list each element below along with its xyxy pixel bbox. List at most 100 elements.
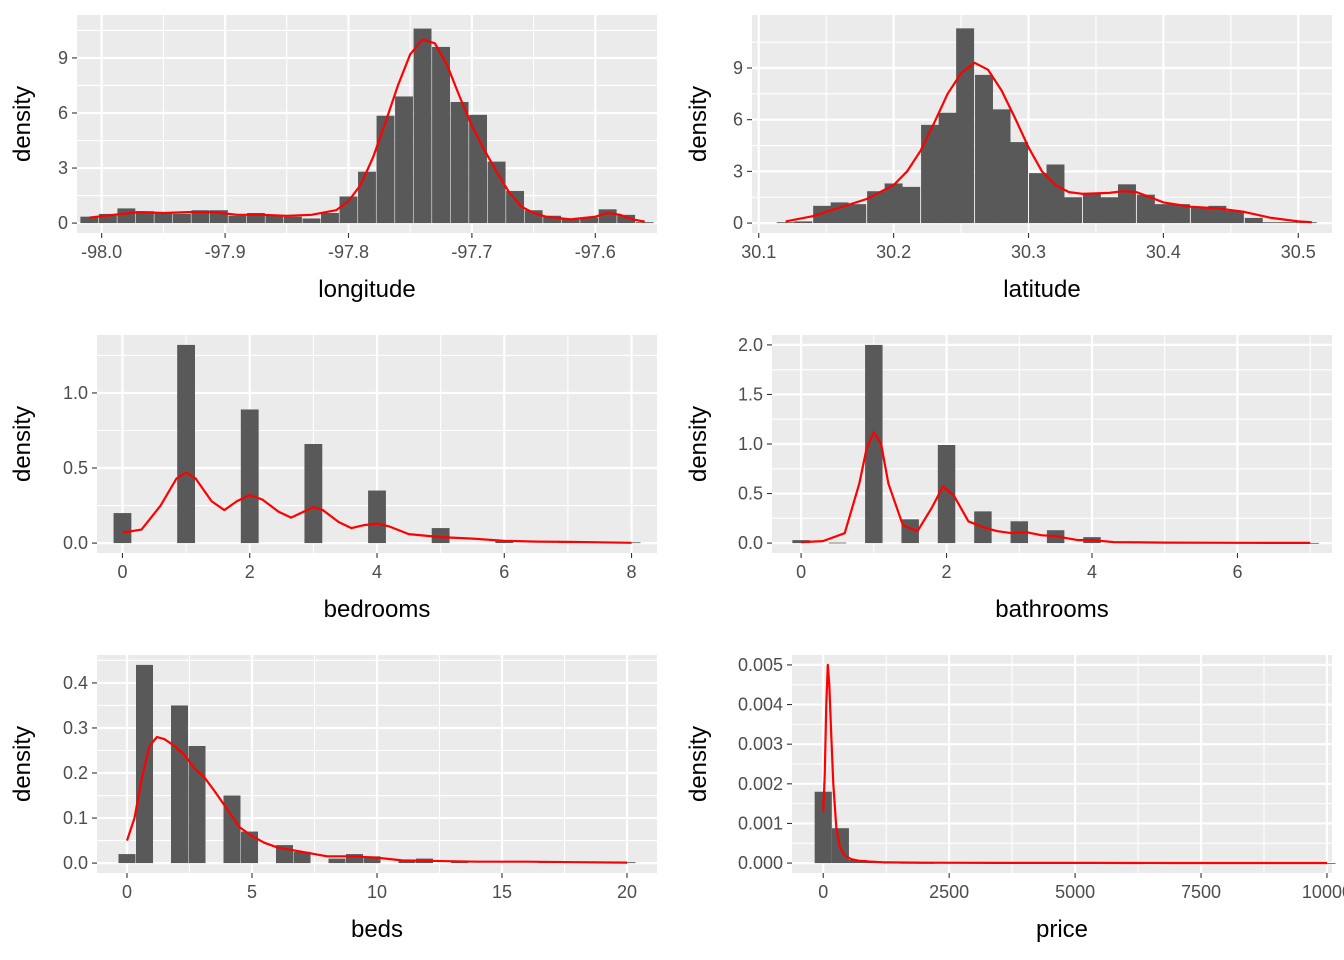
histogram-bar (395, 96, 413, 224)
x-tick-label: 5000 (1055, 882, 1095, 902)
x-axis-title: bathrooms (995, 596, 1108, 623)
histogram-bar (956, 28, 975, 224)
histogram-bar (450, 101, 469, 224)
histogram-bar (598, 209, 617, 224)
x-tick-label: -97.7 (451, 242, 492, 262)
histogram-bar (1154, 204, 1173, 224)
density-curve (785, 61, 1312, 224)
y-tick-label: 6 (733, 110, 743, 130)
histogram-bar (240, 409, 259, 544)
y-axis-title: density (685, 86, 712, 162)
histogram-bar (580, 217, 599, 224)
histogram-bar (376, 115, 395, 224)
y-tick-label: 3 (733, 161, 743, 181)
histogram-bar (975, 74, 993, 224)
histogram-bar (117, 208, 136, 224)
y-tick-label: 0.2 (63, 763, 88, 783)
histogram-bar (1028, 173, 1047, 224)
x-tick-label: 2500 (929, 882, 969, 902)
histogram-bar (432, 46, 450, 224)
histogram-bar (901, 519, 919, 544)
y-tick-label: 1.0 (738, 434, 763, 454)
y-tick-label: 9 (58, 48, 68, 68)
x-tick-label: 0 (818, 882, 828, 902)
histogram-bar (1262, 222, 1281, 224)
histogram-bar (814, 791, 832, 864)
x-tick-label: 6 (499, 562, 509, 582)
panel-bathrooms: 0 2 4 6 0.0 0.5 1.0 1.5 2.0 bathrooms density (685, 335, 1332, 623)
y-tick-label: 0.3 (63, 718, 88, 738)
histogram-bar (368, 490, 386, 544)
x-axis-title: latitude (1003, 276, 1080, 303)
y-tick-label: 0.4 (63, 673, 88, 693)
x-tick-label: 20 (617, 882, 637, 902)
y-tick-label: 0.005 (738, 655, 783, 675)
histogram-bar (118, 854, 136, 864)
density-curve (125, 735, 628, 864)
histogram-bar (246, 212, 265, 224)
x-tick-label: 8 (627, 562, 637, 582)
y-axis-title: density (9, 726, 36, 802)
y-tick-label: 9 (733, 58, 743, 78)
density-curve (122, 471, 632, 544)
y-tick-label: 0.001 (738, 813, 783, 833)
histogram-bar (172, 213, 191, 224)
x-tick-label: -97.6 (575, 242, 616, 262)
histogram-bar (113, 513, 132, 544)
y-tick-label: 2.0 (738, 335, 763, 355)
y-tick-label: 0.1 (63, 808, 88, 828)
histogram-bar (938, 112, 957, 224)
histogram-bar (293, 851, 311, 864)
y-tick-label: 1.5 (738, 384, 763, 404)
y-tick-label: 0.003 (738, 734, 783, 754)
y-tick-label: 0.002 (738, 774, 783, 794)
histogram-bar (358, 171, 376, 224)
histogram-bar (561, 218, 580, 224)
y-axis-title: density (9, 406, 36, 482)
histogram-bar (469, 114, 488, 224)
x-axis-title: longitude (318, 276, 415, 303)
histogram-bar (363, 856, 381, 864)
histogram-bar (618, 862, 636, 864)
histogram-bar (1208, 205, 1227, 224)
histogram-bar (413, 28, 432, 224)
y-tick-label: 1.0 (63, 383, 88, 403)
x-tick-label: 6 (1232, 562, 1242, 582)
histogram-bar (1064, 197, 1082, 224)
panels: -98.0 -97.9 -97.8 -97.7 -97.6 0 3 6 9 longitude de… (9, 15, 1344, 943)
histogram-bar (328, 858, 346, 864)
histogram-bar (921, 124, 940, 224)
histogram-bar (1046, 164, 1065, 224)
x-tick-label: 4 (372, 562, 382, 582)
histogram-bar (867, 191, 886, 224)
histogram-bar (902, 186, 921, 224)
histogram-bar (191, 210, 210, 224)
histogram-bar (813, 205, 832, 224)
histogram-bar (937, 444, 956, 544)
histogram-bar (1279, 222, 1298, 224)
x-tick-label: 30.5 (1281, 242, 1316, 262)
x-tick-label: 0 (122, 882, 132, 902)
y-tick-label: 0 (58, 213, 68, 233)
histogram-bar (1100, 197, 1119, 224)
x-tick-label: 4 (1087, 562, 1097, 582)
x-tick-label: 10 (367, 882, 387, 902)
x-tick-label: 30.4 (1146, 242, 1181, 262)
x-tick-label: 30.1 (741, 242, 776, 262)
panel-bedrooms: 0 2 4 6 8 0.0 0.5 1.0 bedrooms density (9, 335, 657, 623)
histogram-bar (265, 214, 284, 224)
histogram-bar (302, 218, 321, 224)
density-curve (89, 38, 645, 223)
y-axis-title: density (9, 86, 36, 162)
x-tick-label: 0 (117, 562, 127, 582)
x-axis-title: bedrooms (324, 596, 431, 623)
x-tick-label: 2 (942, 562, 952, 582)
histogram-bar (543, 215, 562, 224)
histogram-bar (776, 222, 795, 224)
histogram-bar (622, 542, 641, 544)
histogram-bar (1225, 211, 1244, 224)
histogram-bar (346, 854, 363, 864)
